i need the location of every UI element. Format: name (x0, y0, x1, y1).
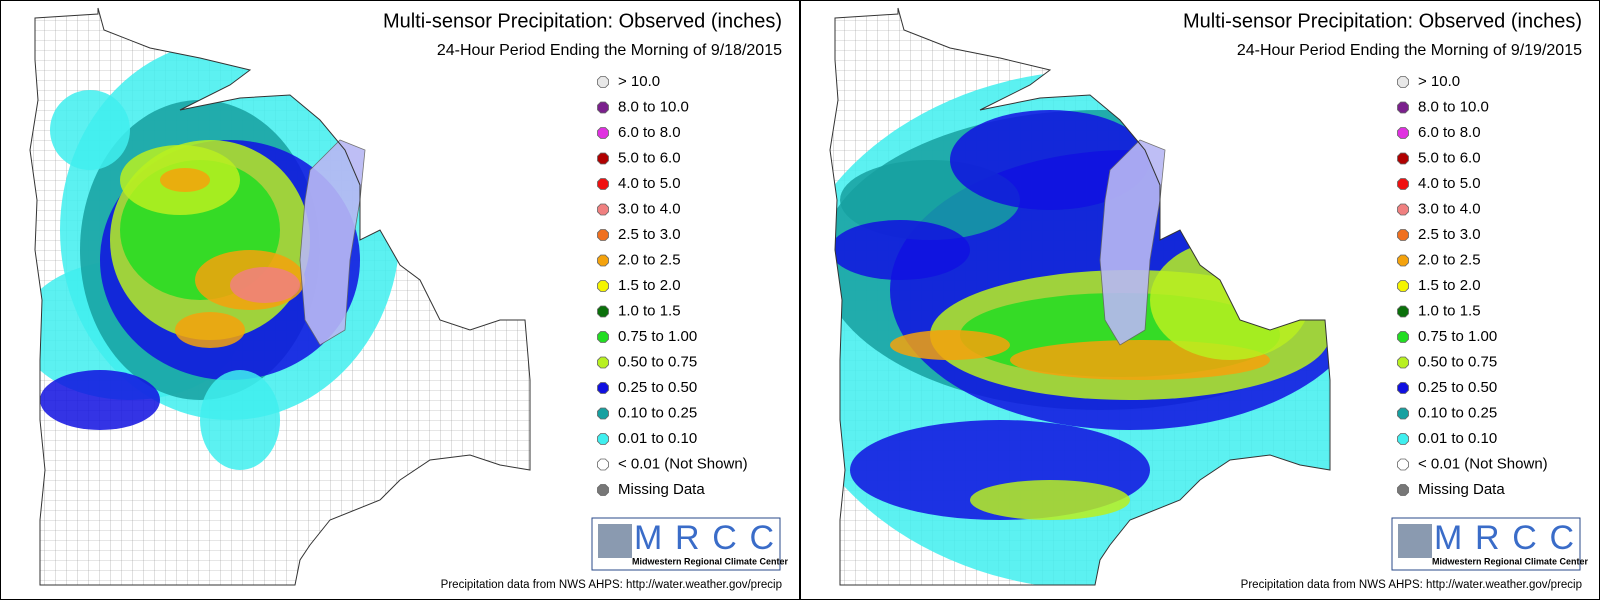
legend-swatch (1397, 458, 1409, 471)
legend-swatch (1397, 178, 1409, 190)
legend-label: 1.0 to 1.5 (618, 302, 681, 319)
legend-swatch (597, 356, 609, 369)
legend-label: 3.0 to 4.0 (618, 200, 681, 217)
lake-michigan (1099, 139, 1166, 346)
legend-swatch (597, 229, 609, 241)
legend-label: 3.0 to 4.0 (1418, 200, 1481, 217)
legend-label: 0.10 to 0.25 (618, 404, 697, 421)
precip-area (200, 370, 280, 470)
legend-swatch (1397, 433, 1409, 445)
legend-label: > 10.0 (1418, 73, 1460, 90)
legend-label: > 10.0 (618, 73, 660, 90)
legend-swatch (1397, 484, 1409, 496)
legend-label: 5.0 to 6.0 (1418, 149, 1481, 166)
map-outline (29, 7, 531, 586)
legend-swatch (597, 407, 609, 420)
logo-icon (598, 524, 632, 558)
legend-label: 0.01 to 0.10 (618, 430, 697, 447)
legend-swatch (597, 178, 609, 190)
legend-label: < 0.01 (Not Shown) (618, 455, 748, 472)
legend-swatch (1397, 254, 1409, 267)
legend-label: 5.0 to 6.0 (618, 149, 681, 166)
legend-swatch (1397, 331, 1409, 343)
legend-swatch (597, 127, 609, 139)
legend-swatch (1397, 280, 1409, 292)
legend-swatch (597, 382, 609, 394)
legend-label: 0.75 to 1.00 (1418, 328, 1497, 345)
legend-label: 1.5 to 2.0 (1418, 277, 1481, 294)
legend-label: 2.0 to 2.5 (1418, 251, 1481, 268)
logo-full-name: Midwestern Regional Climate Center (1432, 556, 1589, 566)
legend-label: 0.25 to 0.50 (1418, 379, 1497, 396)
legend-label: 1.5 to 2.0 (618, 277, 681, 294)
precip-area (830, 220, 970, 280)
legend-swatch (597, 305, 609, 318)
precip-area (950, 110, 1150, 210)
subtitle: 24-Hour Period Ending the Morning of 9/1… (1237, 42, 1582, 59)
legend-swatch (1397, 407, 1409, 420)
legend-swatch (1397, 76, 1409, 88)
logo-icon (1398, 524, 1432, 558)
legend-label: 4.0 to 5.0 (618, 175, 681, 192)
legend-swatch (597, 280, 609, 292)
legend-label: 2.5 to 3.0 (1418, 226, 1481, 243)
map-outline (829, 7, 1331, 586)
legend-swatch (597, 152, 609, 165)
legend-swatch (597, 458, 609, 471)
legend-swatch (1397, 356, 1409, 369)
source-note: Precipitation data from NWS AHPS: http:/… (1241, 579, 1582, 591)
legend-label: 6.0 to 8.0 (1418, 124, 1481, 141)
legend-label: 2.5 to 3.0 (618, 226, 681, 243)
legend-label: 0.75 to 1.00 (618, 328, 697, 345)
legend-label: Missing Data (618, 481, 705, 498)
precip-area (40, 370, 160, 430)
precip-area (160, 168, 210, 192)
legend-label: 8.0 to 10.0 (1418, 98, 1489, 115)
legend-label: 8.0 to 10.0 (618, 98, 689, 115)
legend-swatch (1397, 229, 1409, 241)
logo-full-name: Midwestern Regional Climate Center (632, 556, 789, 566)
precip-area (230, 267, 300, 303)
legend-swatch (597, 101, 609, 114)
legend-swatch (597, 254, 609, 267)
precip-area (50, 90, 130, 170)
legend-label: 0.50 to 0.75 (618, 353, 697, 370)
legend-label: 1.0 to 1.5 (1418, 302, 1481, 319)
legend-label: Missing Data (1418, 481, 1505, 498)
lake-michigan (299, 139, 366, 346)
legend-swatch (597, 331, 609, 343)
legend-swatch (597, 203, 609, 216)
legend-label: 6.0 to 8.0 (618, 124, 681, 141)
legend-swatch (1397, 203, 1409, 216)
precip-area (175, 312, 245, 348)
legend-swatch (597, 484, 609, 496)
title: Multi-sensor Precipitation: Observed (in… (1183, 10, 1582, 32)
precip-area (890, 330, 1010, 360)
legend-label: < 0.01 (Not Shown) (1418, 455, 1548, 472)
map-panel: Multi-sensor Precipitation: Observed (in… (800, 0, 1600, 600)
legend-swatch (597, 433, 609, 445)
legend-swatch (1397, 305, 1409, 318)
legend-label: 0.25 to 0.50 (618, 379, 697, 396)
legend-swatch (1397, 382, 1409, 394)
legend-swatch (1397, 127, 1409, 139)
title: Multi-sensor Precipitation: Observed (in… (383, 10, 782, 32)
legend-label: 0.10 to 0.25 (1418, 404, 1497, 421)
legend-label: 4.0 to 5.0 (1418, 175, 1481, 192)
source-note: Precipitation data from NWS AHPS: http:/… (441, 579, 782, 591)
subtitle: 24-Hour Period Ending the Morning of 9/1… (437, 42, 782, 59)
legend-swatch (597, 76, 609, 88)
legend-label: 2.0 to 2.5 (618, 251, 681, 268)
legend-swatch (1397, 152, 1409, 165)
map-panel: Multi-sensor Precipitation: Observed (in… (0, 0, 800, 600)
legend-swatch (1397, 101, 1409, 114)
legend-label: 0.01 to 0.10 (1418, 430, 1497, 447)
precip-area (970, 480, 1130, 520)
legend-label: 0.50 to 0.75 (1418, 353, 1497, 370)
